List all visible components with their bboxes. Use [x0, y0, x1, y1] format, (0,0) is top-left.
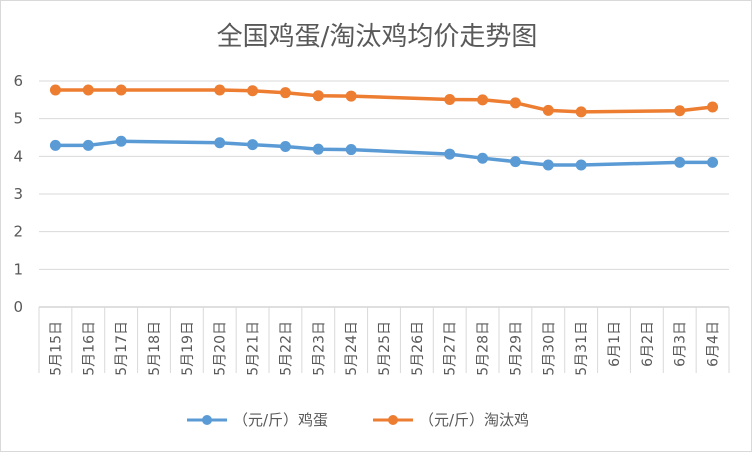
x-tick-label: 6月2日 [640, 321, 656, 367]
y-tick-label: 3 [13, 185, 23, 203]
x-tick-label: 5月22日 [278, 321, 294, 376]
data-point-series-1 [247, 85, 259, 97]
y-tick-label: 4 [13, 147, 23, 165]
data-point-series-1 [509, 97, 521, 109]
x-tick-label: 5月15日 [48, 321, 64, 376]
x-tick-label: 5月18日 [147, 321, 163, 376]
data-point-series-0 [674, 156, 686, 168]
chart-title: 全国鸡蛋/淘汰鸡均价走势图 [217, 22, 538, 52]
data-point-series-0 [707, 156, 719, 168]
x-axis-ticks: 5月15日 5月16日 5月17日 5月18日 5月19日 5月20日 5月21日 5月22日… [48, 321, 721, 376]
data-point-series-0 [82, 139, 94, 151]
x-tick-label: 5月26日 [410, 321, 426, 376]
data-point-series-1 [345, 90, 357, 102]
legend-label-egg: （元/斤）鸡蛋 [233, 411, 328, 429]
data-point-series-0 [49, 139, 61, 151]
x-tick-label: 5月17日 [114, 321, 130, 376]
legend-item-egg[interactable]: （元/斤）鸡蛋 [187, 411, 328, 429]
data-point-series-1 [279, 87, 291, 99]
legend-marker-egg [202, 415, 212, 425]
x-tick-label: 5月28日 [476, 321, 492, 376]
series-line-0 [55, 139, 713, 167]
legend: （元/斤）鸡蛋 （元/斤）淘汰鸡 [187, 411, 529, 429]
data-point-series-1 [82, 84, 94, 96]
x-tick-label: 5月24日 [344, 321, 360, 376]
data-point-series-0 [509, 156, 521, 168]
axes [38, 306, 730, 373]
data-point-series-1 [444, 93, 456, 105]
data-point-series-1 [575, 106, 587, 118]
data-point-series-1 [542, 104, 554, 116]
data-point-series-0 [312, 143, 324, 155]
data-point-series-1 [674, 105, 686, 117]
data-point-series-1 [214, 84, 226, 96]
x-tick-label: 5月23日 [311, 321, 327, 376]
y-tick-label: 2 [13, 223, 23, 241]
data-point-series-0 [279, 141, 291, 153]
data-point-series-1 [312, 90, 324, 102]
x-tick-label: 6月1日 [607, 321, 623, 367]
y-tick-label: 5 [13, 110, 23, 128]
legend-marker-hen [388, 415, 398, 425]
series-line-1 [55, 88, 713, 114]
x-tick-label: 5月27日 [443, 321, 459, 376]
x-tick-label: 5月19日 [180, 321, 196, 376]
data-point-series-0 [345, 144, 357, 156]
x-tick-label: 6月3日 [673, 321, 689, 367]
data-point-series-1 [49, 84, 61, 96]
data-point-series-1 [477, 94, 489, 106]
data-point-series-0 [214, 137, 226, 149]
x-tick-label: 6月4日 [706, 321, 722, 367]
x-tick-label: 5月16日 [81, 321, 97, 376]
legend-item-hen[interactable]: （元/斤）淘汰鸡 [373, 411, 529, 429]
legend-label-hen: （元/斤）淘汰鸡 [419, 411, 529, 429]
x-tick-label: 5月25日 [377, 321, 393, 376]
data-point-series-1 [707, 101, 719, 113]
x-tick-label: 5月30日 [541, 321, 557, 376]
x-tick-label: 5月20日 [213, 321, 229, 376]
series-layer [49, 84, 719, 171]
x-tick-label: 5月21日 [246, 321, 262, 376]
x-tick-label: 5月31日 [574, 321, 590, 376]
data-point-series-0 [477, 152, 489, 164]
y-tick-label: 0 [13, 298, 23, 316]
x-tick-label: 5月29日 [508, 321, 524, 376]
y-tick-label: 6 [13, 72, 23, 90]
y-axis-ticks: 0 1 2 3 4 5 6 [13, 72, 23, 316]
data-point-series-0 [575, 159, 587, 171]
data-point-series-0 [444, 148, 456, 160]
y-tick-label: 1 [13, 260, 23, 278]
data-point-series-1 [115, 84, 127, 96]
data-point-series-0 [247, 139, 259, 151]
data-point-series-0 [115, 135, 127, 147]
grid-lines [39, 80, 729, 270]
data-point-series-0 [542, 159, 554, 171]
